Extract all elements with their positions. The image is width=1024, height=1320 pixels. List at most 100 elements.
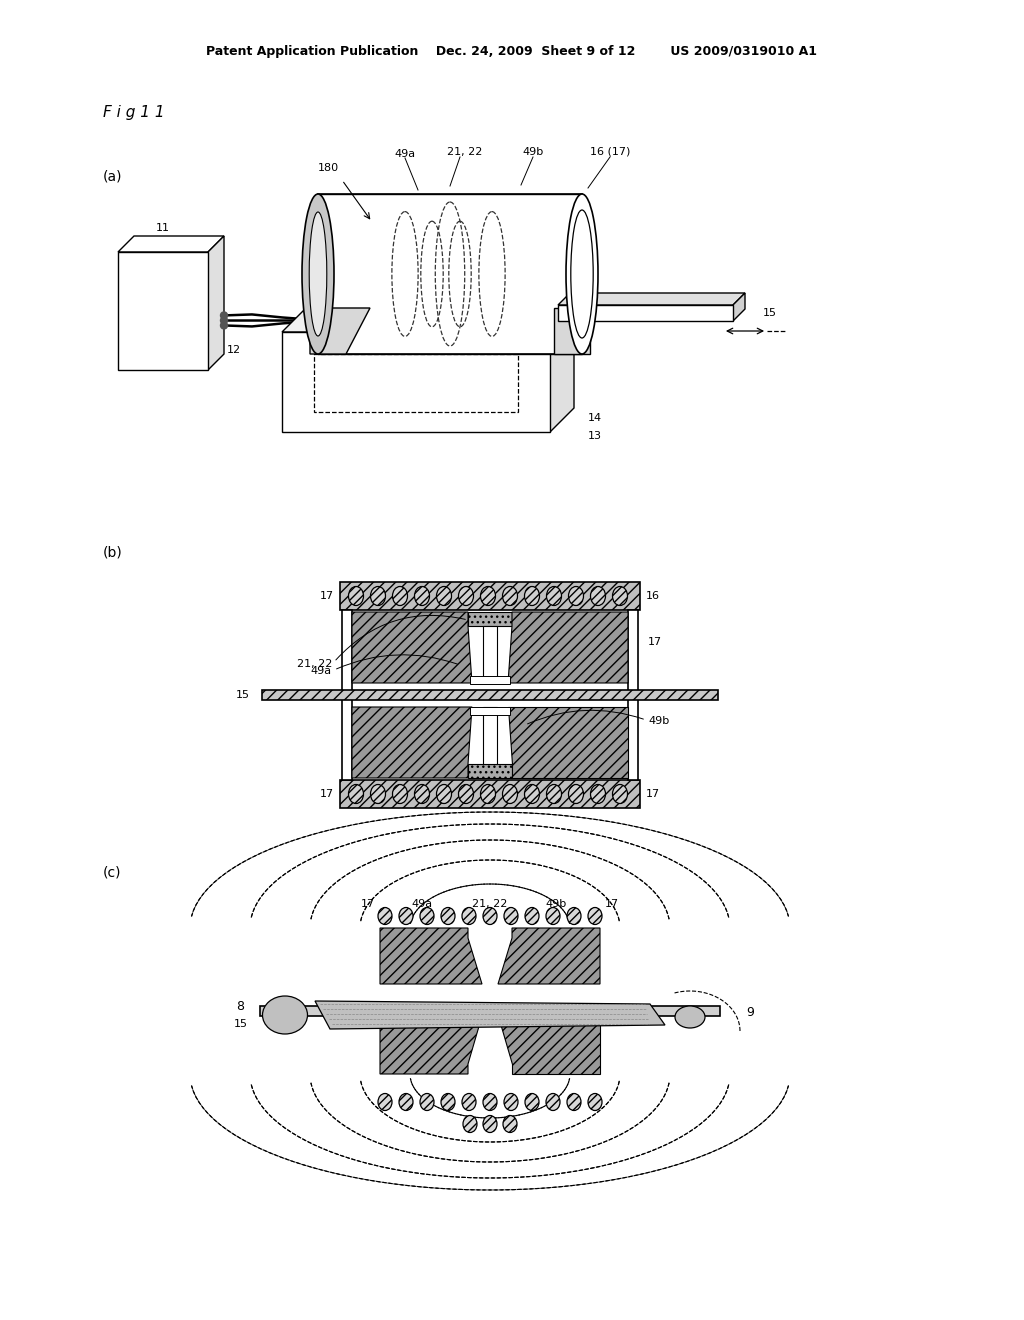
Text: 17: 17	[646, 789, 660, 799]
Text: 15: 15	[234, 1019, 248, 1030]
Polygon shape	[498, 928, 600, 983]
Ellipse shape	[302, 194, 334, 354]
Polygon shape	[282, 308, 574, 333]
Ellipse shape	[525, 908, 539, 924]
Text: 21, 22: 21, 22	[447, 147, 482, 157]
Bar	[262, 690, 718, 700]
Text: 49b: 49b	[546, 899, 566, 909]
Polygon shape	[380, 1016, 482, 1074]
Text: 15: 15	[236, 690, 250, 700]
Ellipse shape	[462, 1093, 476, 1110]
Ellipse shape	[436, 586, 452, 606]
Ellipse shape	[675, 1006, 705, 1028]
Ellipse shape	[483, 908, 497, 924]
Text: 49b: 49b	[522, 147, 544, 157]
Ellipse shape	[459, 586, 473, 606]
Ellipse shape	[415, 586, 429, 606]
Polygon shape	[352, 708, 472, 777]
Circle shape	[220, 322, 227, 329]
Ellipse shape	[547, 784, 561, 804]
Ellipse shape	[480, 784, 496, 804]
Ellipse shape	[483, 1093, 497, 1110]
Ellipse shape	[415, 784, 429, 804]
Ellipse shape	[392, 586, 408, 606]
Bar	[314, 354, 518, 412]
Text: 21, 22: 21, 22	[472, 899, 508, 909]
Polygon shape	[118, 236, 224, 252]
Polygon shape	[208, 236, 224, 370]
Ellipse shape	[371, 586, 385, 606]
Ellipse shape	[568, 784, 584, 804]
Ellipse shape	[566, 194, 598, 354]
Ellipse shape	[463, 1115, 477, 1133]
Circle shape	[220, 317, 227, 323]
Polygon shape	[554, 308, 590, 354]
Text: 17: 17	[605, 899, 620, 909]
Bar	[318, 194, 582, 354]
Text: 15: 15	[763, 308, 777, 318]
Ellipse shape	[459, 784, 473, 804]
Ellipse shape	[480, 586, 496, 606]
Ellipse shape	[612, 784, 628, 804]
Ellipse shape	[524, 586, 540, 606]
Text: 8: 8	[236, 1001, 244, 1014]
Ellipse shape	[546, 908, 560, 924]
Bar	[340, 582, 640, 610]
Ellipse shape	[503, 586, 517, 606]
Text: 17: 17	[319, 789, 334, 799]
Ellipse shape	[436, 784, 452, 804]
Ellipse shape	[568, 586, 584, 606]
Polygon shape	[508, 708, 628, 777]
Ellipse shape	[546, 1093, 560, 1110]
Text: 11: 11	[156, 223, 170, 234]
Ellipse shape	[524, 784, 540, 804]
Bar	[118, 252, 208, 370]
Polygon shape	[498, 1016, 600, 1074]
Ellipse shape	[462, 908, 476, 924]
Text: 180: 180	[317, 162, 339, 173]
Ellipse shape	[591, 586, 605, 606]
Ellipse shape	[612, 586, 628, 606]
Text: (a): (a)	[103, 170, 123, 183]
Polygon shape	[558, 293, 745, 305]
Ellipse shape	[399, 1093, 413, 1110]
Bar	[470, 708, 510, 715]
Text: 21, 22: 21, 22	[297, 659, 332, 669]
Ellipse shape	[504, 908, 518, 924]
Text: 49b: 49b	[648, 715, 670, 726]
Ellipse shape	[503, 1115, 517, 1133]
Ellipse shape	[588, 908, 602, 924]
Ellipse shape	[567, 1093, 581, 1110]
Text: 12: 12	[227, 346, 241, 355]
Text: 17: 17	[648, 638, 663, 647]
Polygon shape	[352, 612, 472, 682]
Polygon shape	[315, 1001, 665, 1030]
Ellipse shape	[483, 1115, 497, 1133]
Ellipse shape	[371, 784, 385, 804]
Bar	[470, 676, 510, 684]
Polygon shape	[310, 308, 370, 354]
Text: 13: 13	[588, 432, 602, 441]
Polygon shape	[380, 928, 482, 983]
Ellipse shape	[570, 210, 593, 338]
Text: 49a: 49a	[412, 899, 432, 909]
Ellipse shape	[378, 1093, 392, 1110]
Text: 49a: 49a	[311, 667, 332, 676]
Text: 9: 9	[746, 1006, 754, 1019]
Polygon shape	[733, 293, 745, 321]
Bar	[558, 305, 733, 321]
Bar	[282, 333, 550, 432]
Ellipse shape	[441, 908, 455, 924]
Ellipse shape	[378, 908, 392, 924]
Ellipse shape	[503, 784, 517, 804]
Text: 49a: 49a	[394, 149, 416, 158]
Bar	[342, 610, 352, 780]
Ellipse shape	[420, 908, 434, 924]
Bar	[628, 610, 638, 780]
Text: Patent Application Publication    Dec. 24, 2009  Sheet 9 of 12        US 2009/03: Patent Application Publication Dec. 24, …	[207, 45, 817, 58]
Ellipse shape	[441, 1093, 455, 1110]
Text: 17: 17	[360, 899, 375, 909]
Ellipse shape	[420, 1093, 434, 1110]
Ellipse shape	[348, 586, 364, 606]
Ellipse shape	[309, 213, 327, 337]
